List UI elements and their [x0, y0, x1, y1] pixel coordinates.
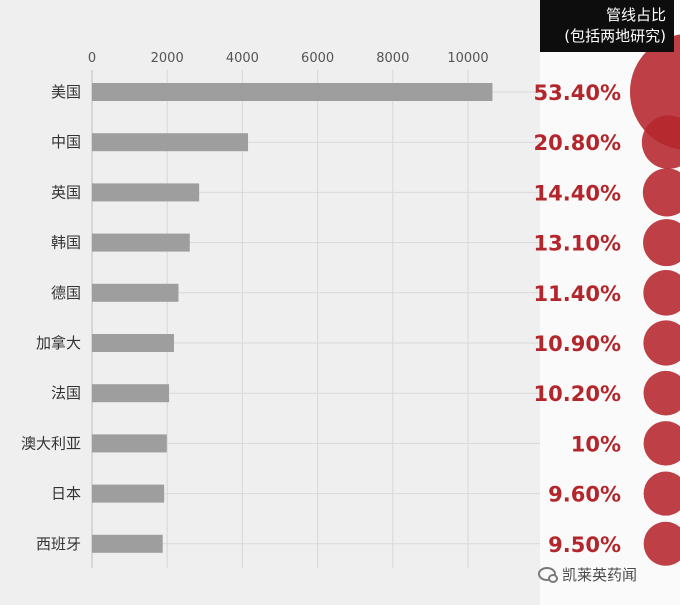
- bar: [92, 233, 190, 252]
- bar: [92, 434, 167, 453]
- source-brand: 凯莱英药闻: [538, 562, 637, 586]
- category-label: 德国: [51, 284, 81, 302]
- labels: 0 2000 4000 6000 8000 10000 美国 53.40% 中国 20.80% 英国…: [21, 51, 621, 557]
- share-percent-label: 10%: [571, 432, 621, 456]
- category-label: 中国: [51, 133, 81, 151]
- bar: [92, 484, 165, 503]
- share-percent-label: 11.40%: [534, 282, 621, 306]
- bar: [92, 534, 163, 553]
- bar: [92, 133, 249, 152]
- category-label: 美国: [51, 83, 81, 101]
- x-tick-label: 6000: [301, 51, 334, 66]
- share-bubble: [642, 168, 680, 217]
- x-tick-label: 10000: [447, 51, 488, 66]
- bar: [92, 384, 170, 403]
- bars: [92, 83, 493, 553]
- x-tick-label: 2000: [151, 51, 184, 66]
- share-percent-label: 10.20%: [534, 382, 621, 406]
- category-label: 澳大利亚: [21, 434, 81, 452]
- bar: [92, 334, 174, 352]
- share-percent-label: 20.80%: [534, 131, 621, 155]
- share-bubble: [643, 320, 680, 366]
- bar: [92, 283, 179, 302]
- category-label: 日本: [51, 485, 81, 503]
- bar: [92, 83, 493, 101]
- category-label: 西班牙: [36, 535, 81, 553]
- share-bubble: [643, 421, 680, 466]
- pipeline-share-header: 管线占比 (包括两地研究): [540, 0, 674, 52]
- brand-name: 凯莱英药闻: [562, 565, 638, 584]
- category-label: 韩国: [51, 234, 81, 252]
- share-bubble: [643, 370, 680, 416]
- share-bubbles: [629, 34, 680, 566]
- category-label: 法国: [51, 384, 81, 402]
- share-percent-label: 53.40%: [534, 81, 621, 105]
- header-title: 管线占比: [605, 6, 666, 24]
- share-bubble: [643, 219, 680, 267]
- share-percent-label: 9.60%: [548, 483, 621, 507]
- share-percent-label: 10.90%: [534, 332, 621, 356]
- header-subtitle: (包括两地研究): [564, 27, 666, 45]
- share-percent-label: 13.10%: [534, 232, 621, 256]
- x-tick-label: 4000: [226, 51, 259, 66]
- share-bubble: [643, 521, 680, 566]
- share-percent-label: 14.40%: [534, 181, 621, 205]
- bar: [92, 183, 200, 202]
- share-bubble: [641, 115, 680, 169]
- category-label: 加拿大: [36, 334, 81, 352]
- category-label: 英国: [51, 183, 81, 201]
- x-tick-label: 0: [88, 51, 96, 66]
- share-percent-label: 9.50%: [548, 533, 621, 557]
- share-bubble: [643, 270, 680, 316]
- wechat-icon: [538, 567, 558, 583]
- x-tick-label: 8000: [376, 51, 409, 66]
- share-bubble: [643, 471, 680, 516]
